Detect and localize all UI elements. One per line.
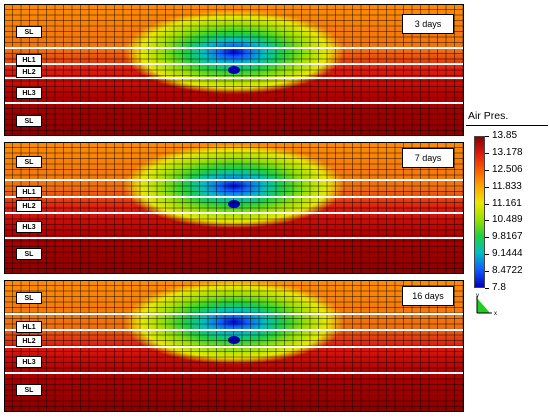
legend-value: 9.1444 <box>492 248 523 259</box>
axis-triad: y x <box>474 292 504 317</box>
layer-label-sl-bottom: SL <box>16 384 42 396</box>
layer-label-hl2: HL2 <box>16 335 42 347</box>
legend-value: 9.8167 <box>492 231 523 242</box>
layer-label-hl2: HL2 <box>16 200 42 212</box>
pressure-minimum-core <box>228 336 240 344</box>
legend-tick <box>485 136 489 137</box>
panel-16-days: SL HL1 HL2 HL3 SL 16 days <box>4 280 464 412</box>
mesh-plot <box>4 280 464 412</box>
legend-value: 13.178 <box>492 147 523 158</box>
legend-value: 8.4722 <box>492 265 523 276</box>
color-legend: Air Pres. 13.85 13.178 12.506 11.833 11.161 1… <box>466 108 550 318</box>
legend-value: 13.85 <box>492 130 518 141</box>
panel-3-days: SL HL1 HL2 HL3 SL 3 days <box>4 4 464 136</box>
legend-tick <box>485 254 489 255</box>
axis-triad-glyph <box>477 298 490 313</box>
legend-title: Air Pres. <box>468 110 509 122</box>
layer-label-sl-bottom: SL <box>16 248 42 260</box>
panel-7-days: SL HL1 HL2 HL3 SL 7 days <box>4 142 464 274</box>
legend-tick <box>485 170 489 171</box>
legend-tick <box>485 153 489 154</box>
layer-label-hl3: HL3 <box>16 87 42 99</box>
panel-frame <box>4 4 464 136</box>
pressure-minimum-core <box>228 200 240 208</box>
mesh-plot <box>4 4 464 136</box>
legend-value: 11.161 <box>492 198 522 209</box>
axis-x-label: x <box>494 311 497 316</box>
layer-label-hl3: HL3 <box>16 221 42 233</box>
layer-label-sl-top: SL <box>16 26 42 38</box>
legend-tick <box>485 288 489 289</box>
layer-label-hl3: HL3 <box>16 356 42 368</box>
layer-label-sl-top: SL <box>16 292 42 304</box>
low-pressure-plume <box>124 280 344 364</box>
time-badge: 16 days <box>402 286 454 306</box>
layer-label-hl1: HL1 <box>16 186 42 198</box>
mesh-grid <box>4 142 464 274</box>
mesh-plot <box>4 142 464 274</box>
legend-tick <box>485 220 489 221</box>
panel-frame <box>4 280 464 412</box>
legend-value: 11.833 <box>492 181 522 192</box>
legend-value: 7.8 <box>492 282 506 293</box>
layer-label-hl1: HL1 <box>16 321 42 333</box>
legend-color-bar <box>474 136 485 288</box>
layer-label-sl-top: SL <box>16 156 42 168</box>
legend-tick <box>485 271 489 272</box>
legend-tick <box>485 237 489 238</box>
legend-tick <box>485 204 489 205</box>
axis-y-label: y <box>476 293 479 299</box>
time-badge: 3 days <box>402 14 454 34</box>
time-badge: 7 days <box>402 148 454 168</box>
layer-label-hl1: HL1 <box>16 54 42 66</box>
legend-tick <box>485 187 489 188</box>
panel-frame <box>4 142 464 274</box>
legend-value: 12.506 <box>492 164 523 175</box>
low-pressure-plume <box>124 10 344 94</box>
legend-title-underline <box>466 125 548 126</box>
layer-label-sl-bottom: SL <box>16 115 42 127</box>
legend-value: 10.489 <box>492 214 523 225</box>
layer-label-hl2: HL2 <box>16 66 42 78</box>
